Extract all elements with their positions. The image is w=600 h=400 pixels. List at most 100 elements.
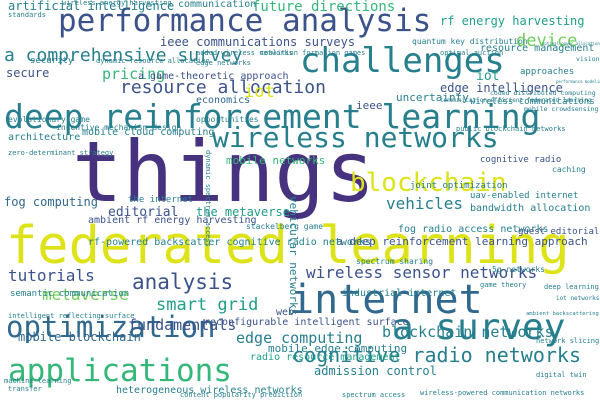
word-metaverse: metaverse	[42, 285, 129, 304]
word-wireless-sensor-networks: wireless sensor networks	[306, 263, 538, 282]
word-artificial-intelligence: artificial intelligence	[8, 0, 175, 13]
word-intelligent-reflecting-surface: intelligent reflecting surface	[8, 312, 135, 320]
word-things: things	[72, 123, 376, 221]
word-tutorials: tutorials	[8, 266, 95, 285]
word-stackelberg-game: stackelberg game	[246, 222, 324, 231]
word-content-popularity-prediction: content popularity prediction	[180, 391, 303, 399]
word-optimal-auction: optimal auction	[440, 49, 504, 57]
word-edge-intelligence: edge intelligence	[440, 81, 563, 95]
word-spectrum-sharing: spectrum sharing	[356, 257, 434, 266]
word-fundamentals: fundamentals	[128, 316, 237, 334]
word-mobile-networks: mobile networks	[226, 154, 326, 167]
word-standards: standards	[8, 11, 46, 19]
word-game-theory: game theory	[480, 281, 527, 289]
word-wireless-powered-communication-networks: wireless-powered communication networks	[420, 389, 585, 397]
word-future-directions: future directions	[252, 0, 396, 15]
word-economics: economics	[196, 95, 251, 106]
word-vision: vision	[576, 55, 600, 63]
word-spectrum-access: spectrum access	[342, 391, 406, 399]
word-bandwidth-allocation: bandwidth allocation	[470, 203, 591, 214]
word-incentive-mechanism-design: incentive mechanism design	[56, 123, 182, 132]
word-edge-computing: edge computing	[236, 329, 363, 347]
word-mobile-edge-computing: mobile edge computing	[268, 342, 408, 355]
word-device: device	[516, 31, 578, 51]
word-wireless-networks: wireless networks	[212, 121, 499, 154]
word-rf-powered-backscatter-cognitive-radio-networks: rf-powered backscatter cognitive radio n…	[88, 237, 371, 248]
word-vehicular-networks: vehicular networks	[287, 196, 300, 316]
word-vehicles: vehicles	[386, 194, 464, 213]
word-challenges: challenges	[300, 41, 505, 81]
word-fog-radio-access-networks: fog radio access networks	[398, 224, 549, 235]
word-coded-distributed-computing: coded distributed computing	[490, 89, 596, 97]
word-pricing: pricing	[102, 65, 166, 83]
word-quantum-key-distribution: quantum key distribution	[412, 37, 528, 46]
word-transfer: transfer	[8, 385, 42, 393]
word-joint-optimization: joint optimization	[410, 181, 508, 191]
word-semantic-communication: semantic communication	[10, 289, 130, 299]
word-security: security	[30, 56, 74, 66]
word-analysis: analysis	[132, 270, 234, 294]
word-mobile-cloud-computing: mobile cloud computing	[82, 127, 215, 138]
word-reconfigurable-intelligent-surface: reconfigurable intelligent surface	[204, 317, 409, 328]
word-deep-learning: deep learning	[544, 283, 599, 291]
word-approaches: approaches	[520, 67, 575, 77]
word-architecture: architecture	[8, 132, 81, 143]
word-industrial-internet: industrial internet	[342, 288, 457, 299]
word-a-comprehensive-survey: a comprehensive survey	[4, 45, 243, 66]
word-optimization: optimization	[6, 310, 216, 344]
word-a-game-theoretic-approach: a game-theoretic approach	[138, 71, 289, 82]
word-admission-control: admission control	[314, 364, 437, 378]
word-dynamic-spectrum-access: dynamic spectrum access	[204, 150, 212, 247]
word-the-internet: the internet	[128, 195, 194, 205]
word-network-slicing: network slicing	[536, 337, 600, 345]
word-ieee: ieee	[356, 99, 383, 112]
word-ambient-backscattering: ambient backscattering	[526, 311, 599, 317]
word-web: web	[276, 307, 295, 318]
word-resource-allocation: resource allocation	[120, 77, 326, 98]
word-iot-networks: iot networks	[556, 295, 600, 302]
word-cognitive-radio: cognitive radio	[480, 155, 562, 165]
word-a-survey: a survey	[392, 307, 566, 348]
word-5g-networks: 5g networks	[492, 265, 545, 274]
word-wireless-communications: wireless communications	[470, 97, 595, 107]
word-rf-energy-harvesting: rf energy harvesting	[440, 14, 585, 28]
word-ambient-rf-energy-harvesting: ambient rf energy harvesting	[88, 215, 257, 226]
word-heterogeneous-wireless-networks: heterogeneous wireless networks	[116, 385, 303, 396]
word-digital-twin: digital twin	[536, 371, 587, 379]
word-performance-modeling: performance modeling	[556, 79, 600, 84]
word-blockchain-networks: blockchain networks	[382, 323, 554, 341]
word-secure: secure	[6, 66, 50, 80]
word-performance-analysis: performance analysis	[58, 3, 432, 39]
word-iot-lower: iot	[476, 69, 500, 84]
word-added-wireless-networks: added wireless networks	[196, 49, 293, 57]
word-radio-resource-management: radio resource management	[250, 352, 401, 363]
word-dynamic-resource-allocation: dynamic resource allocation	[96, 57, 210, 65]
word-opportunities: opportunities	[196, 115, 259, 124]
word-smart-grid: smart grid	[156, 295, 259, 315]
word-ieee-communications-surveys: ieee communications surveys	[160, 35, 356, 49]
word-cognitive-radio-networks: cognitive radio networks	[292, 343, 581, 367]
word-internet: internet	[290, 277, 483, 323]
word-federated-learning: federated learning	[6, 216, 570, 276]
word-communication-efficient-federated-learning: communication-efficient federated learni…	[440, 97, 592, 104]
word-wireless-energy-harvesting: wireless energy harvesting	[62, 0, 172, 7]
word-fog-computing: fog computing	[4, 195, 98, 209]
word-caching: caching	[552, 165, 586, 174]
word-edge-networks: edge networks	[196, 59, 251, 67]
word-mobile-blockchain: mobile blockchain	[18, 330, 141, 344]
word-applications: applications	[8, 353, 232, 389]
word-iot: iot	[244, 82, 275, 102]
word-resource-management: resource management	[480, 43, 595, 54]
word-communication: communication	[178, 0, 257, 10]
word-uav-enabled-internet: uav-enabled internet	[470, 191, 579, 201]
word-coalition-formation-games: coalition formation games	[260, 49, 366, 57]
word-optimal-power-allocation: optimal power allocation	[542, 41, 600, 46]
word-a-deep-reinforcement-learning-approach: a deep reinforcement learning approach	[336, 235, 588, 248]
word-public-blockchain-networks: public blockchain networks	[456, 125, 566, 133]
word-blockchain: blockchain	[350, 168, 507, 198]
word-the-metaverse: the metaverse	[196, 205, 290, 219]
word-guest-editorial: guest editorial	[518, 227, 600, 237]
word-machine-learning: machine learning	[4, 377, 72, 385]
word-editorial: editorial	[108, 205, 179, 220]
